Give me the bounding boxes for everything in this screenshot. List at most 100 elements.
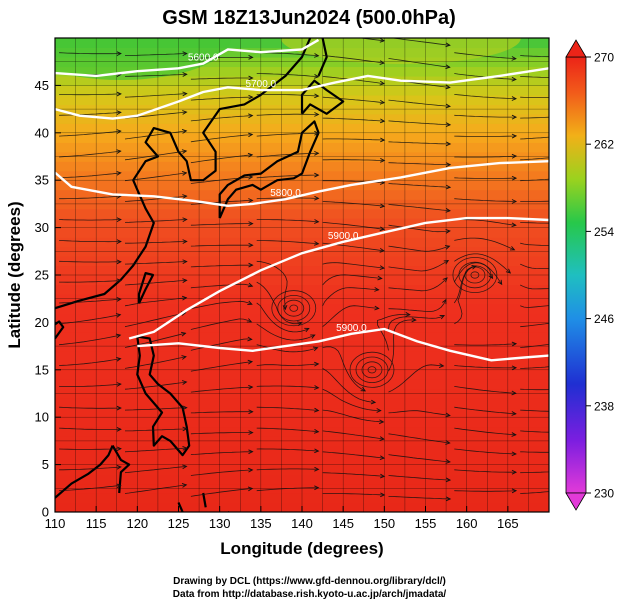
streamline: [388, 99, 451, 107]
streamline-arrow: [248, 75, 254, 81]
streamline: [125, 428, 187, 432]
circulation-ring: [470, 271, 480, 279]
streamline-arrow: [379, 38, 386, 43]
contour-line: [137, 327, 549, 362]
streamline-arrow: [116, 405, 122, 411]
streamline-arrow: [379, 118, 386, 124]
streamline-arrow: [116, 356, 122, 362]
streamline: [190, 451, 253, 455]
contour-line: [128, 216, 549, 340]
streamline: [256, 73, 319, 78]
coastline: [55, 38, 312, 310]
streamline: [124, 381, 187, 390]
streamline: [124, 466, 187, 474]
colorbar-bottom-arrow: [565, 492, 587, 511]
y-tick-label: 5: [42, 457, 49, 472]
circulation-ring: [349, 351, 395, 388]
streamline: [388, 475, 451, 481]
streamline-arrow: [181, 380, 188, 385]
streamline: [190, 338, 252, 351]
streamline-arrow: [248, 262, 254, 268]
streamline: [454, 490, 517, 492]
streamline-arrow: [304, 327, 310, 333]
y-axis: 0 5 10 15 20 25 30 35 40 45: [35, 78, 61, 520]
streamline-arrow: [445, 208, 451, 213]
streamline: [322, 222, 385, 230]
x-tick-label: 165: [497, 516, 519, 531]
streamline: [520, 136, 549, 140]
streamline: [190, 361, 253, 372]
streamline-arrow: [379, 265, 386, 270]
streamline-arrow: [443, 259, 450, 265]
x-tick-label: 140: [291, 516, 313, 531]
y-tick-label: 25: [35, 268, 49, 283]
streamline: [520, 34, 582, 35]
streamline-arrow: [511, 96, 517, 101]
circulation-ring: [277, 294, 311, 322]
streamline: [388, 183, 451, 188]
streamline-arrow: [314, 112, 320, 117]
coastline: [136, 335, 191, 457]
circulation-ring: [355, 356, 389, 384]
streamline-arrow: [116, 170, 122, 176]
streamline: [322, 117, 385, 122]
streamline: [520, 322, 549, 328]
streamline: [388, 433, 450, 444]
streamline-arrow: [116, 239, 122, 244]
streamline-arrow: [578, 33, 582, 37]
streamline: [322, 287, 379, 306]
streamline-arrow: [248, 198, 254, 203]
contour-label: 5700.0: [246, 79, 277, 90]
coastline: [55, 445, 114, 499]
streamline: [454, 114, 516, 118]
streamline-arrow: [116, 278, 122, 284]
streamline: [322, 451, 385, 459]
coastline: [177, 502, 184, 512]
streamline: [520, 409, 549, 412]
streamline: [124, 73, 187, 77]
streamline-arrow: [509, 246, 516, 251]
streamline: [59, 280, 121, 283]
streamline-arrow: [297, 321, 303, 326]
circulation-ring: [452, 256, 498, 293]
streamline-arrow: [445, 496, 452, 502]
streamline: [454, 427, 516, 436]
streamline: [59, 172, 121, 179]
streamline: [520, 471, 549, 474]
streamline-arrow: [314, 93, 320, 99]
streamline: [454, 343, 517, 346]
streamline-arrow: [247, 282, 254, 288]
streamline: [520, 366, 549, 369]
streamline-arrow: [445, 42, 451, 48]
y-tick-label: 40: [35, 125, 49, 140]
streamline-arrow: [182, 278, 188, 283]
streamline-arrow: [511, 365, 518, 371]
streamline-arrow: [182, 464, 188, 470]
streamline: [59, 466, 121, 471]
streamline-arrow: [248, 430, 254, 435]
streamline: [520, 263, 549, 270]
streamline-arrow: [181, 149, 188, 154]
streamline-arrow: [180, 331, 187, 337]
streamline: [388, 58, 450, 68]
x-tick-label: 155: [415, 516, 437, 531]
streamline-arrow: [182, 426, 188, 432]
streamline-arrow: [314, 361, 320, 367]
streamline: [59, 406, 121, 409]
contour-label: 5900.0: [336, 323, 367, 334]
streamline: [454, 177, 517, 179]
streamline: [190, 411, 253, 414]
streamline-arrow: [314, 74, 320, 79]
x-tick-label: 150: [373, 516, 395, 531]
streamline: [356, 38, 385, 42]
y-tick-label: 15: [35, 362, 49, 377]
streamline-arrow: [380, 492, 386, 498]
streamline-arrow: [182, 194, 188, 199]
contour-line: [55, 67, 549, 120]
streamline: [190, 223, 253, 226]
streamline: [453, 265, 493, 304]
colorbar-tick-label: 230: [594, 487, 614, 501]
streamline-arrow: [379, 473, 386, 479]
streamline: [388, 245, 450, 252]
streamline: [454, 265, 476, 325]
